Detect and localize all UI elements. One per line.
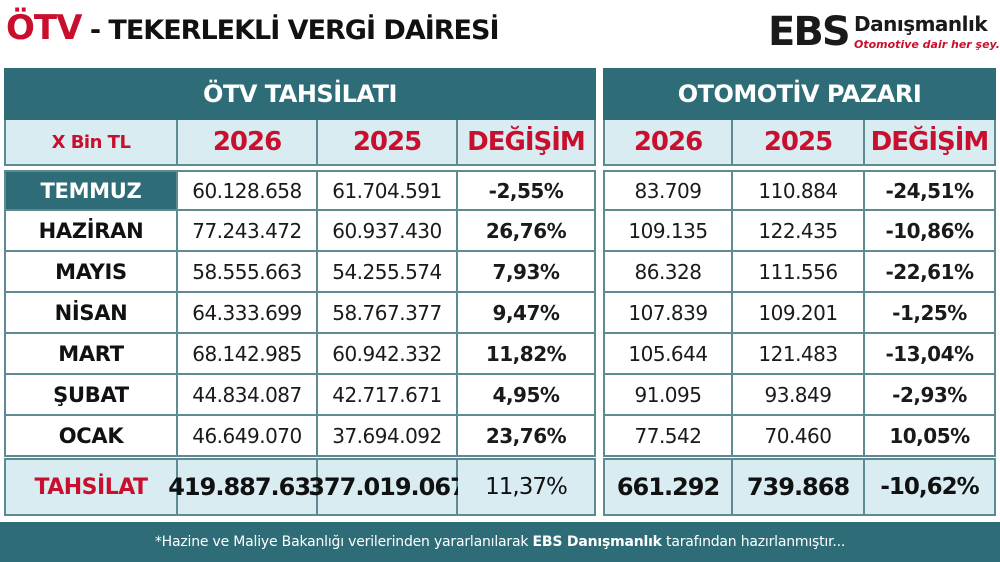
otv-2025-value: 54.255.574 <box>318 252 458 293</box>
otv-change-value: 11,82% <box>458 334 596 375</box>
pazar-2025-value: 109.201 <box>733 293 865 334</box>
otv-change-value: 4,95% <box>458 375 596 416</box>
total-label: TAHSİLAT <box>4 458 178 516</box>
otv-change-value: 9,47% <box>458 293 596 334</box>
pazar-total-2025: 739.868 <box>733 458 865 516</box>
otv-change-value: 23,76% <box>458 416 596 457</box>
month-label: ŞUBAT <box>4 375 178 416</box>
pazar-change-value: -2,93% <box>865 375 996 416</box>
logo-name: Danışmanlık <box>854 12 988 36</box>
month-label: HAZİRAN <box>4 211 178 252</box>
otomotiv-pazari-panel: OTOMOTİV PAZARI 2026 2025 DEĞİŞİM 83.709… <box>603 68 996 525</box>
otv-2025-value: 58.767.377 <box>318 293 458 334</box>
otv-table-row: TEMMUZ 60.128.658 61.704.591 -2,55% <box>4 170 596 211</box>
pazar-table-row: 109.135 122.435 -10,86% <box>603 211 996 252</box>
otv-2026-value: 44.834.087 <box>178 375 318 416</box>
otv-total-2025: 377.019.067 <box>308 458 467 516</box>
otv-2025-value: 60.942.332 <box>318 334 458 375</box>
logo-tagline: Otomotive dair her şey... <box>854 38 1000 51</box>
pazar-table-row: 105.644 121.483 -13,04% <box>603 334 996 375</box>
ebs-logo: EBS Danışmanlık Otomotive dair her şey..… <box>768 8 1000 60</box>
footer-note: *Hazine ve Maliye Bakanlığı verilerinden… <box>0 522 1000 562</box>
month-label: OCAK <box>4 416 178 457</box>
otv-col-2026: 2026 <box>178 120 318 166</box>
pazar-2026-value: 105.644 <box>603 334 733 375</box>
month-label: NİSAN <box>4 293 178 334</box>
otv-change-value: 7,93% <box>458 252 596 293</box>
otv-table-row: MAYIS 58.555.663 54.255.574 7,93% <box>4 252 596 293</box>
title-otv: ÖTV <box>6 8 82 48</box>
otv-2025-value: 42.717.671 <box>318 375 458 416</box>
otv-total-2026: 419.887.633 <box>168 458 327 516</box>
pazar-total-change: -10,62% <box>865 458 996 516</box>
otv-2026-value: 60.128.658 <box>178 170 318 211</box>
otv-tahsilati-panel: ÖTV TAHSİLATI X Bin TL 2026 2025 DEĞİŞİM… <box>4 68 596 525</box>
pazar-change-value: 10,05% <box>865 416 996 457</box>
footer-bold: EBS Danışmanlık <box>532 534 662 550</box>
logo-ebs: EBS <box>768 9 851 55</box>
otv-table-row: NİSAN 64.333.699 58.767.377 9,47% <box>4 293 596 334</box>
pazar-2026-value: 107.839 <box>603 293 733 334</box>
unit-label: X Bin TL <box>4 120 178 166</box>
otv-change-value: -2,55% <box>458 170 596 211</box>
otv-2026-value: 46.649.070 <box>178 416 318 457</box>
otv-2025-value: 61.704.591 <box>318 170 458 211</box>
page-title: ÖTV - TEKERLEKLİ VERGİ DAİRESİ <box>6 8 500 48</box>
pazar-2025-value: 70.460 <box>733 416 865 457</box>
otv-section-title: ÖTV TAHSİLATI <box>4 68 596 120</box>
header: ÖTV - TEKERLEKLİ VERGİ DAİRESİ EBS Danış… <box>0 0 1000 64</box>
pazar-2026-value: 109.135 <box>603 211 733 252</box>
pazar-2025-value: 111.556 <box>733 252 865 293</box>
month-label: MAYIS <box>4 252 178 293</box>
month-label: TEMMUZ <box>4 170 178 211</box>
footer-prefix: *Hazine ve Maliye Bakanlığı verilerinden… <box>154 534 533 550</box>
otv-table-row: ŞUBAT 44.834.087 42.717.671 4,95% <box>4 375 596 416</box>
otv-change-value: 26,76% <box>458 211 596 252</box>
otv-total-row: TAHSİLAT 419.887.633 377.019.067 11,37% <box>4 458 596 516</box>
pazar-2025-value: 110.884 <box>733 170 865 211</box>
pazar-2026-value: 86.328 <box>603 252 733 293</box>
pazar-2025-value: 93.849 <box>733 375 865 416</box>
otv-2026-value: 77.243.472 <box>178 211 318 252</box>
title-rest: - TEKERLEKLİ VERGİ DAİRESİ <box>81 15 500 46</box>
pazar-table-row: 83.709 110.884 -24,51% <box>603 170 996 211</box>
pazar-change-value: -10,86% <box>865 211 996 252</box>
otv-2026-value: 58.555.663 <box>178 252 318 293</box>
pazar-table-row: 107.839 109.201 -1,25% <box>603 293 996 334</box>
pazar-2026-value: 77.542 <box>603 416 733 457</box>
otv-table-row: OCAK 46.649.070 37.694.092 23,76% <box>4 416 596 457</box>
pazar-change-value: -24,51% <box>865 170 996 211</box>
otv-col-2025: 2025 <box>318 120 458 166</box>
footer-suffix: tarafından hazırlanmıştır... <box>661 534 846 550</box>
pazar-col-change: DEĞİŞİM <box>865 120 996 166</box>
month-label: MART <box>4 334 178 375</box>
pazar-table-row: 77.542 70.460 10,05% <box>603 416 996 457</box>
otv-table-row: MART 68.142.985 60.942.332 11,82% <box>4 334 596 375</box>
pazar-column-headers: 2026 2025 DEĞİŞİM <box>603 120 996 166</box>
pazar-change-value: -22,61% <box>865 252 996 293</box>
otv-2025-value: 37.694.092 <box>318 416 458 457</box>
pazar-section-title: OTOMOTİV PAZARI <box>603 68 996 120</box>
pazar-total-row: 661.292 739.868 -10,62% <box>603 458 996 516</box>
pazar-2026-value: 83.709 <box>603 170 733 211</box>
otv-total-change: 11,37% <box>458 458 596 516</box>
otv-table-row: HAZİRAN 77.243.472 60.937.430 26,76% <box>4 211 596 252</box>
otv-2025-value: 60.937.430 <box>318 211 458 252</box>
otv-col-change: DEĞİŞİM <box>458 120 596 166</box>
pazar-col-2026: 2026 <box>603 120 733 166</box>
pazar-table-row: 86.328 111.556 -22,61% <box>603 252 996 293</box>
pazar-table-row: 91.095 93.849 -2,93% <box>603 375 996 416</box>
pazar-total-2026: 661.292 <box>603 458 733 516</box>
pazar-change-value: -13,04% <box>865 334 996 375</box>
pazar-col-2025: 2025 <box>733 120 865 166</box>
pazar-2025-value: 121.483 <box>733 334 865 375</box>
pazar-change-value: -1,25% <box>865 293 996 334</box>
pazar-2025-value: 122.435 <box>733 211 865 252</box>
otv-column-headers: X Bin TL 2026 2025 DEĞİŞİM <box>4 120 596 166</box>
pazar-2026-value: 91.095 <box>603 375 733 416</box>
otv-2026-value: 64.333.699 <box>178 293 318 334</box>
otv-2026-value: 68.142.985 <box>178 334 318 375</box>
